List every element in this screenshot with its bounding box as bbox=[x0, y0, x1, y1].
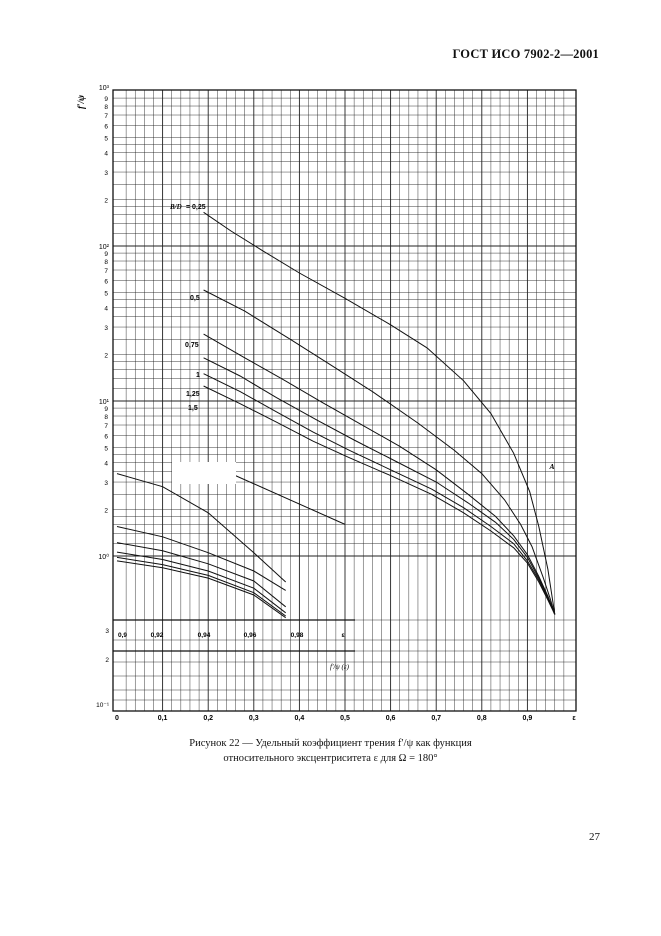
series-label: 1,5 bbox=[188, 405, 198, 412]
low-series-line-5 bbox=[116, 560, 286, 619]
y-tick-label: 5 bbox=[104, 136, 108, 143]
x-tick-label: ε bbox=[572, 715, 576, 722]
y-tick-label: 6 bbox=[104, 433, 108, 440]
inset-tick-label: 0,96 bbox=[244, 632, 257, 639]
y-tick-label: 10⁻¹ bbox=[96, 702, 110, 709]
y-tick-label: 4 bbox=[104, 306, 108, 313]
x-tick-label: 0,1 bbox=[158, 715, 168, 722]
legend-title: B/D bbox=[169, 203, 182, 211]
y-decade-label: 10⁰ bbox=[98, 553, 109, 561]
series-label: 0,5 bbox=[190, 295, 200, 302]
y-tick-label: 9 bbox=[104, 406, 108, 413]
x-tick-label: 0,3 bbox=[249, 715, 259, 722]
series-line-3 bbox=[203, 357, 556, 615]
y-tick-label: 7 bbox=[104, 268, 108, 275]
y-tick-label: 2 bbox=[104, 197, 108, 204]
y-tick-label: 3 bbox=[104, 325, 108, 332]
inset-tick-label: 0,92 bbox=[151, 632, 164, 639]
region-label: A bbox=[548, 462, 554, 471]
series-line-2 bbox=[203, 333, 556, 615]
y-tick-label: 6 bbox=[104, 123, 108, 130]
y-decade-label: 10¹ bbox=[99, 399, 110, 406]
region-a-box bbox=[172, 462, 236, 484]
y-decade-label: 10³ bbox=[99, 85, 110, 92]
x-tick-label: 0,4 bbox=[295, 715, 305, 722]
y-tick-label: 3 bbox=[105, 628, 109, 635]
series-label: = 0,25 bbox=[186, 204, 206, 211]
y-tick-label: 7 bbox=[104, 423, 108, 430]
region-a-leader bbox=[230, 473, 346, 525]
y-tick-label: 5 bbox=[104, 446, 108, 453]
y-tick-label: 7 bbox=[104, 113, 108, 120]
inset-tick-label: ε bbox=[341, 632, 344, 639]
y-tick-label: 6 bbox=[104, 278, 108, 285]
y-tick-label: 3 bbox=[104, 480, 108, 487]
x-tick-label: 0,2 bbox=[203, 715, 213, 722]
x-tick-label: 0,7 bbox=[431, 715, 441, 722]
series-label: 1 bbox=[196, 372, 200, 379]
y-tick-label: 3 bbox=[104, 170, 108, 177]
series-label: 1,25 bbox=[186, 391, 200, 398]
y-tick-label: 8 bbox=[104, 414, 108, 421]
inset-tick-label: 0,9 bbox=[118, 632, 127, 639]
low-series-line-2 bbox=[116, 542, 287, 608]
low-series-line-1 bbox=[116, 526, 286, 591]
page-number: 27 bbox=[589, 831, 600, 843]
chart-axes: 10⁰10¹10²10³2345678923456789234567893210… bbox=[76, 85, 576, 722]
series-line-4 bbox=[203, 373, 556, 615]
low-series-line-4 bbox=[116, 556, 286, 617]
inset-tick-label: 0,98 bbox=[291, 632, 304, 639]
y-axis-label: f′/ψ bbox=[76, 94, 86, 109]
inset-tick-label: 0,94 bbox=[198, 632, 211, 639]
y-tick-label: 4 bbox=[104, 461, 108, 468]
y-tick-label: 8 bbox=[104, 259, 108, 266]
x-tick-label: 0 bbox=[115, 715, 119, 722]
inner-axis-label: f′/ψ (ε) bbox=[330, 663, 350, 671]
figure-caption-line1: Рисунок 22 — Удельный коэффициент трения… bbox=[189, 738, 472, 749]
y-tick-label: 9 bbox=[104, 96, 108, 103]
series-line-0 bbox=[203, 211, 556, 615]
document-header: ГОСТ ИСО 7902-2—2001 bbox=[452, 47, 599, 61]
y-tick-label: 5 bbox=[104, 291, 108, 298]
y-tick-label: 8 bbox=[104, 104, 108, 111]
chart-frame bbox=[112, 89, 577, 712]
x-tick-label: 0,6 bbox=[386, 715, 396, 722]
figure-caption-line2: относительного эксцентриситета ε для Ω =… bbox=[223, 753, 438, 764]
y-tick-label: 9 bbox=[104, 251, 108, 258]
chart-grid bbox=[113, 90, 576, 711]
low-series-line-3 bbox=[116, 551, 287, 614]
series-line-5 bbox=[203, 385, 556, 615]
y-decade-label: 10² bbox=[99, 244, 110, 251]
plot-frame bbox=[112, 89, 577, 712]
series-line-1 bbox=[203, 289, 556, 615]
chart-series bbox=[116, 211, 556, 619]
x-tick-label: 0,5 bbox=[340, 715, 350, 722]
y-tick-label: 2 bbox=[104, 507, 108, 514]
series-label: 0,75 bbox=[185, 342, 199, 349]
y-tick-label: 4 bbox=[104, 151, 108, 158]
y-tick-label: 2 bbox=[104, 352, 108, 359]
y-tick-label: 2 bbox=[105, 657, 109, 664]
x-tick-label: 0,8 bbox=[477, 715, 487, 722]
x-tick-label: 0,9 bbox=[523, 715, 533, 722]
low-series-line-0 bbox=[116, 473, 287, 583]
